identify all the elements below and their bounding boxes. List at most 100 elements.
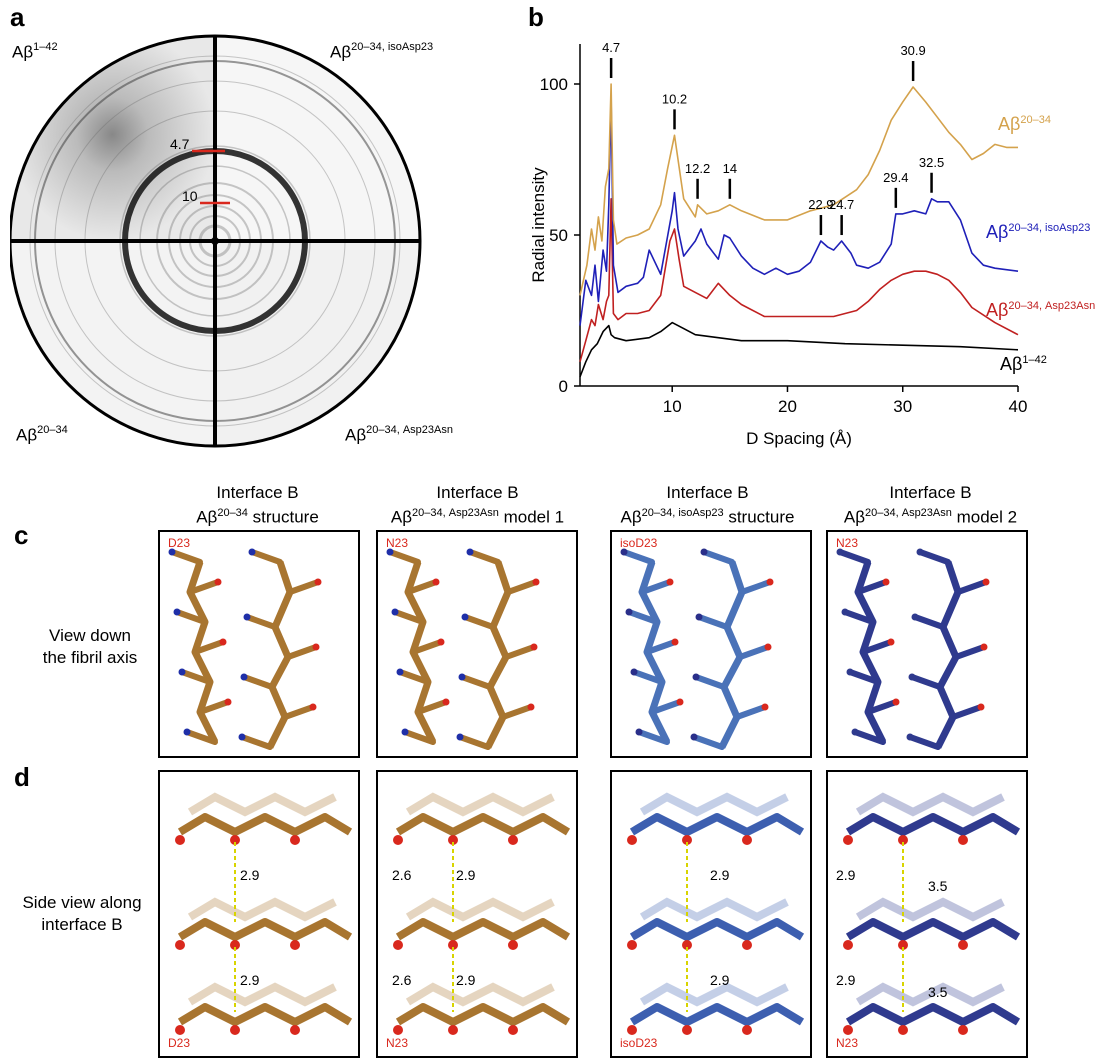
x-axis-label: D Spacing (Å) [746, 429, 852, 448]
side-chain [649, 699, 683, 715]
structure-view-c4: N23 [826, 530, 1028, 758]
atom [671, 638, 679, 646]
side-chain [405, 579, 439, 595]
atom [312, 643, 320, 651]
panel-d-letter: d [14, 762, 30, 792]
oxygen-atom [393, 1025, 403, 1035]
side-chain [462, 614, 496, 630]
oxygen-atom [508, 835, 518, 845]
side-chain [621, 549, 655, 565]
atom [432, 578, 440, 586]
oxygen-atom [290, 940, 300, 950]
side-chain [192, 639, 226, 655]
oxygen-atom [958, 1025, 968, 1035]
residue-label: N23 [386, 1036, 409, 1050]
atom [980, 643, 988, 651]
strand-backbone-faded [639, 982, 789, 1007]
side-chain [410, 639, 444, 655]
oxygen-atom [898, 835, 908, 845]
side-view-d4: 2.9 3.5 2.9 3.5 N23 [826, 770, 1028, 1058]
series-line-2 [579, 198, 1019, 363]
side-chain [239, 734, 273, 750]
side-chain [865, 699, 899, 715]
strand-backbone-faded [187, 792, 337, 817]
side-chain [287, 579, 321, 595]
y-tick-label: 50 [549, 226, 568, 245]
atom [183, 728, 191, 736]
oxygen-atom [508, 1025, 518, 1035]
atom [391, 608, 399, 616]
strand-backbone [177, 918, 353, 941]
side-chain [249, 549, 283, 565]
side-chain [467, 549, 501, 565]
side-chain [282, 704, 316, 720]
side-chain [457, 734, 491, 750]
oxygen-atom [508, 940, 518, 950]
atom [386, 548, 394, 556]
side-chain [734, 704, 768, 720]
series-line-1 [579, 98, 1019, 326]
strand-backbone [629, 918, 805, 941]
side-chain [953, 644, 987, 660]
radial-intensity-chart: 0 50 100 10 20 30 40 D Spacing (Å) Radial intens… [530, 40, 1095, 448]
side-chain [402, 729, 436, 745]
atom [977, 703, 985, 711]
atom [766, 578, 774, 586]
strand-backbone [177, 813, 353, 836]
residue-label: isoD23 [620, 536, 658, 550]
oxygen-atom [682, 940, 692, 950]
row-label-c: View down the fibril axis [42, 626, 138, 667]
atom [532, 578, 540, 586]
atom [168, 548, 176, 556]
atom [690, 733, 698, 741]
atom [841, 608, 849, 616]
atom [692, 673, 700, 681]
strand-backbone [395, 1003, 571, 1026]
atom [676, 698, 684, 706]
atom [178, 668, 186, 676]
atom [982, 578, 990, 586]
strand-backbone-faded [639, 897, 789, 922]
side-chain [179, 669, 213, 685]
strand-backbone-faded [855, 897, 1005, 922]
strand-backbone [845, 1003, 1021, 1026]
hbond-distance: 2.9 [710, 867, 730, 883]
y-tick-label: 0 [559, 377, 568, 396]
atom [887, 638, 895, 646]
peak-label: 30.9 [900, 43, 925, 58]
y-tick-label: 100 [540, 75, 568, 94]
hbond-distance: 2.9 [240, 867, 260, 883]
peak-label: 14 [723, 161, 737, 176]
residue-label: D23 [168, 1036, 191, 1050]
oxygen-atom [175, 835, 185, 845]
hbond-distance: 2.9 [456, 867, 476, 883]
side-chain [855, 579, 889, 595]
side-chain [852, 729, 886, 745]
side-chain [917, 549, 951, 565]
oxygen-atom [958, 940, 968, 950]
series-label-1: Aβ20–34, isoAsp23 [986, 222, 1090, 242]
side-chain [696, 614, 730, 630]
side-chain [500, 704, 534, 720]
hbond-distance: 2.9 [240, 972, 260, 988]
atom [238, 733, 246, 741]
oxygen-atom [898, 1025, 908, 1035]
x-tick-label: 20 [778, 397, 797, 416]
peak-label: 22.9 [808, 197, 833, 212]
hbond-distance: 2.6 [392, 867, 412, 883]
atom [892, 698, 900, 706]
atom [466, 548, 474, 556]
atom [437, 638, 445, 646]
oxygen-atom [448, 940, 458, 950]
quadrant-label-bottom-left: Aβ20–34 [16, 424, 68, 445]
side-chain [701, 549, 735, 565]
structure-view-c2: N23 [376, 530, 578, 758]
atom [396, 668, 404, 676]
strand-backbone [845, 813, 1021, 836]
oxygen-atom [393, 940, 403, 950]
side-chain [693, 674, 727, 690]
oxygen-atom [742, 1025, 752, 1035]
side-chain [842, 609, 876, 625]
strand-backbone [177, 1003, 353, 1026]
oxygen-atom [175, 940, 185, 950]
